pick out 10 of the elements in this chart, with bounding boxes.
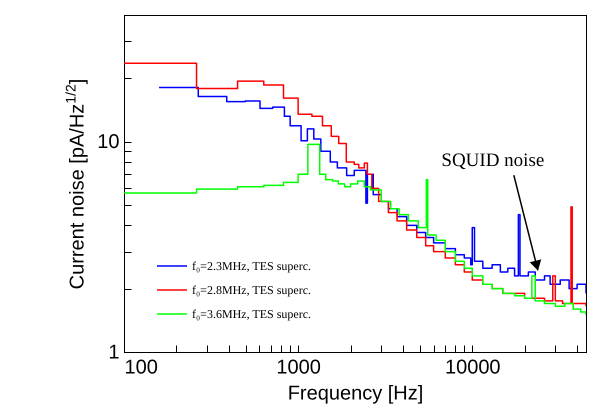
x-axis-title: Frequency [Hz] [288,382,424,404]
x-tick-label: 1000 [276,356,321,378]
legend-label: f₀=2.3MHz, TES superc. [192,259,312,273]
legend-label: f₀=3.6MHz, TES superc. [192,307,312,321]
y-tick-label: 1 [108,342,120,364]
y-tick-label: 10 [97,131,120,154]
legend-label: f₀=2.8MHz, TES superc. [192,283,312,297]
annotation: SQUID noise [441,150,544,172]
x-tick-label: 10000 [444,356,501,378]
x-tick-label: 100 [124,356,158,378]
